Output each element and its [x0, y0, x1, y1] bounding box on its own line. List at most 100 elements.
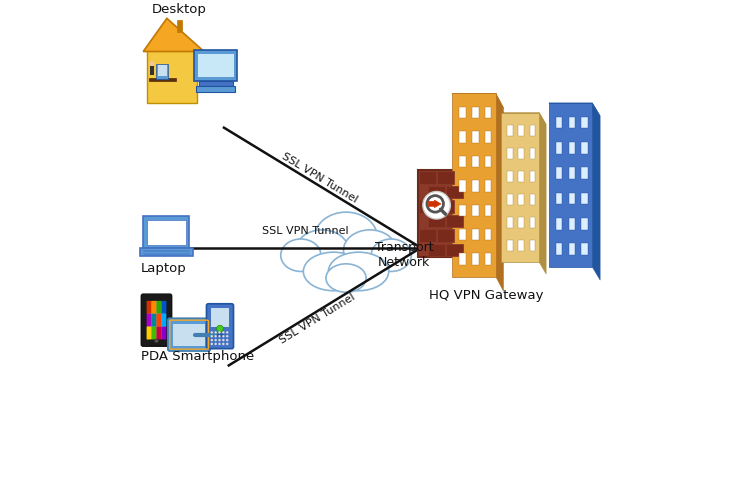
FancyBboxPatch shape — [459, 180, 466, 192]
FancyBboxPatch shape — [507, 217, 512, 228]
Circle shape — [214, 331, 217, 334]
Circle shape — [214, 335, 217, 337]
FancyBboxPatch shape — [194, 50, 237, 81]
FancyBboxPatch shape — [581, 167, 588, 179]
Circle shape — [226, 331, 229, 334]
FancyBboxPatch shape — [428, 215, 445, 227]
FancyBboxPatch shape — [437, 201, 454, 213]
Text: Transport
Network: Transport Network — [375, 241, 434, 269]
FancyBboxPatch shape — [206, 304, 233, 349]
FancyBboxPatch shape — [518, 125, 524, 136]
FancyBboxPatch shape — [140, 248, 193, 256]
Circle shape — [222, 331, 224, 334]
FancyBboxPatch shape — [472, 180, 478, 192]
FancyBboxPatch shape — [581, 193, 588, 204]
FancyBboxPatch shape — [141, 294, 172, 346]
FancyBboxPatch shape — [530, 148, 536, 159]
Polygon shape — [500, 112, 546, 125]
FancyBboxPatch shape — [437, 229, 454, 242]
FancyBboxPatch shape — [428, 244, 445, 256]
FancyBboxPatch shape — [507, 241, 512, 251]
FancyBboxPatch shape — [568, 193, 575, 204]
FancyBboxPatch shape — [472, 229, 478, 241]
FancyBboxPatch shape — [484, 180, 491, 192]
Circle shape — [226, 335, 229, 337]
Text: SSL VPN Tunnel: SSL VPN Tunnel — [280, 151, 359, 205]
FancyBboxPatch shape — [472, 205, 478, 216]
FancyBboxPatch shape — [149, 78, 176, 81]
Ellipse shape — [303, 252, 364, 291]
FancyBboxPatch shape — [173, 323, 205, 346]
Circle shape — [211, 335, 213, 337]
FancyBboxPatch shape — [157, 314, 161, 327]
FancyBboxPatch shape — [581, 218, 588, 230]
FancyBboxPatch shape — [152, 301, 157, 314]
FancyBboxPatch shape — [198, 54, 233, 77]
FancyBboxPatch shape — [484, 253, 491, 265]
FancyBboxPatch shape — [507, 171, 512, 182]
Ellipse shape — [315, 212, 377, 263]
FancyBboxPatch shape — [161, 314, 166, 327]
FancyBboxPatch shape — [530, 125, 536, 136]
Ellipse shape — [326, 264, 366, 292]
FancyBboxPatch shape — [507, 194, 512, 205]
FancyBboxPatch shape — [157, 301, 161, 314]
FancyBboxPatch shape — [568, 117, 575, 129]
Circle shape — [222, 335, 224, 337]
FancyBboxPatch shape — [161, 327, 166, 340]
Circle shape — [423, 191, 450, 219]
FancyBboxPatch shape — [146, 301, 166, 340]
Circle shape — [226, 339, 229, 341]
Ellipse shape — [344, 230, 396, 271]
FancyBboxPatch shape — [472, 131, 478, 142]
FancyBboxPatch shape — [484, 229, 491, 241]
Circle shape — [217, 325, 223, 332]
FancyBboxPatch shape — [146, 50, 197, 103]
Circle shape — [211, 331, 213, 334]
Polygon shape — [452, 93, 503, 108]
Polygon shape — [549, 103, 600, 116]
FancyBboxPatch shape — [196, 86, 235, 92]
FancyBboxPatch shape — [581, 243, 588, 255]
FancyBboxPatch shape — [459, 205, 466, 216]
Polygon shape — [592, 103, 600, 280]
FancyBboxPatch shape — [419, 201, 436, 213]
FancyBboxPatch shape — [459, 229, 466, 241]
FancyBboxPatch shape — [459, 253, 466, 265]
Circle shape — [154, 339, 158, 343]
FancyBboxPatch shape — [419, 172, 436, 184]
FancyBboxPatch shape — [518, 217, 524, 228]
FancyBboxPatch shape — [568, 218, 575, 230]
Circle shape — [222, 343, 224, 345]
FancyBboxPatch shape — [211, 308, 230, 326]
FancyBboxPatch shape — [459, 106, 466, 118]
FancyBboxPatch shape — [530, 217, 536, 228]
FancyBboxPatch shape — [484, 205, 491, 216]
FancyBboxPatch shape — [199, 81, 232, 86]
Text: SSL VPN Tunnel: SSL VPN Tunnel — [278, 291, 357, 345]
Text: PDA Smartphone: PDA Smartphone — [141, 350, 254, 363]
Polygon shape — [143, 18, 204, 51]
Circle shape — [214, 343, 217, 345]
FancyBboxPatch shape — [500, 112, 539, 262]
Text: Laptop: Laptop — [141, 262, 187, 275]
Circle shape — [218, 339, 220, 341]
FancyBboxPatch shape — [518, 148, 524, 159]
FancyBboxPatch shape — [146, 301, 152, 314]
FancyBboxPatch shape — [152, 314, 157, 327]
Circle shape — [218, 331, 220, 334]
Polygon shape — [496, 93, 503, 291]
Ellipse shape — [280, 239, 321, 272]
Circle shape — [226, 343, 229, 345]
FancyBboxPatch shape — [161, 301, 166, 314]
FancyBboxPatch shape — [157, 327, 161, 340]
FancyBboxPatch shape — [484, 131, 491, 142]
FancyBboxPatch shape — [549, 103, 592, 267]
Circle shape — [149, 61, 154, 66]
FancyBboxPatch shape — [156, 64, 168, 79]
Text: Desktop: Desktop — [152, 3, 206, 16]
FancyBboxPatch shape — [581, 117, 588, 129]
Circle shape — [214, 339, 217, 341]
FancyBboxPatch shape — [556, 142, 562, 154]
FancyBboxPatch shape — [459, 156, 466, 167]
